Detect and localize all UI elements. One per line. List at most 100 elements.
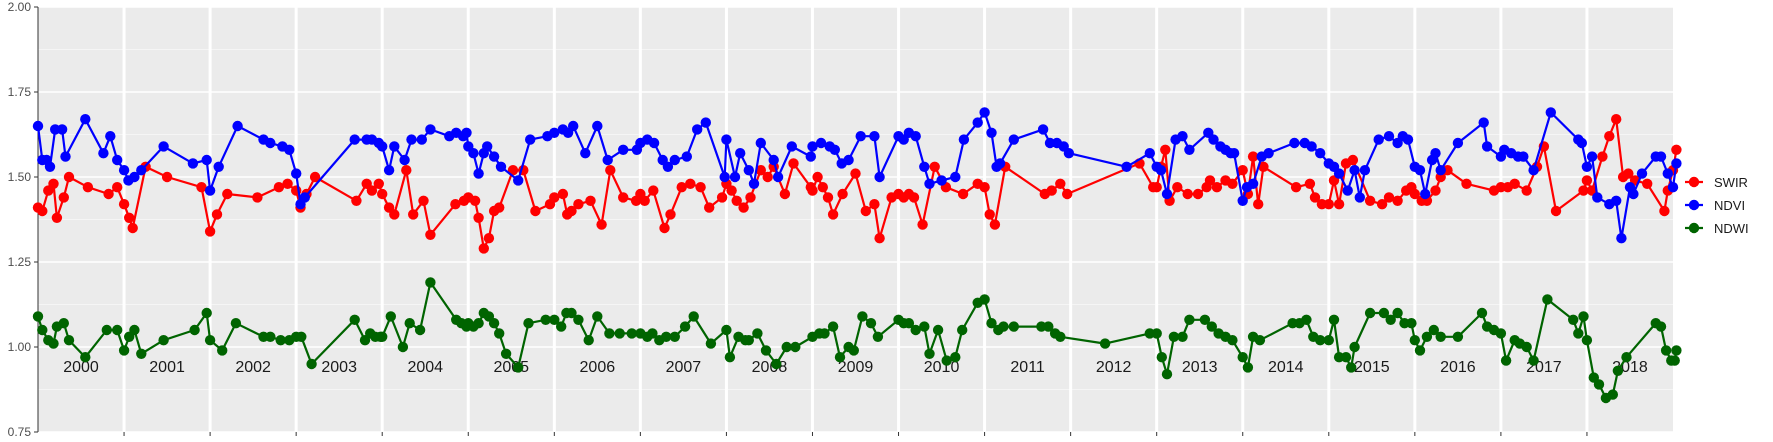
ndwi-point <box>473 318 484 329</box>
legend: SWIR NDVI NDWI <box>1685 175 1749 236</box>
ndvi-point <box>204 185 216 196</box>
swir-point <box>48 178 59 189</box>
ndwi-point <box>1521 341 1532 353</box>
ndwi-point <box>204 335 216 346</box>
swir-point <box>1671 144 1682 155</box>
ndvi-point <box>488 151 500 162</box>
series-ndvi <box>32 107 1682 244</box>
ndwi-point <box>979 294 990 305</box>
swir-point <box>1046 185 1057 196</box>
swir-point <box>929 161 940 172</box>
legend-key-point <box>1688 222 1700 234</box>
ndvi-point <box>232 120 243 132</box>
ndvi-point <box>1414 165 1426 176</box>
ndwi-point <box>647 328 658 339</box>
swir-point <box>51 212 63 223</box>
ndvi-point <box>1144 148 1156 159</box>
swir-point <box>788 158 799 169</box>
ndwi-point <box>101 324 113 336</box>
swir-point <box>1237 165 1248 176</box>
year-label: 2006 <box>580 359 616 376</box>
ndwi-point <box>1199 314 1211 325</box>
ndwi-point <box>275 335 286 346</box>
swir-point <box>1509 178 1520 189</box>
swir-point <box>1409 188 1421 200</box>
swir-point <box>1581 175 1593 186</box>
ndvi-point <box>748 178 760 189</box>
swir-point <box>745 192 756 203</box>
ndvi-point <box>743 165 754 176</box>
swir-point <box>1055 178 1066 189</box>
ndvi-point <box>1008 134 1019 145</box>
swir-point <box>58 192 69 203</box>
y-tick-label: 1.75 <box>8 85 32 99</box>
ndvi-point <box>1420 188 1431 200</box>
ndvi-point <box>1349 165 1360 176</box>
series-swir <box>32 114 1682 254</box>
ndwi-point <box>721 324 732 336</box>
ndvi-point <box>425 124 436 135</box>
ndwi-point <box>573 314 584 325</box>
ndwi-point <box>924 348 935 359</box>
swir-point <box>738 202 749 213</box>
legend-item-ndwi: NDWI <box>1685 221 1749 236</box>
ndwi-point <box>941 355 952 366</box>
year-label: 2009 <box>838 359 874 376</box>
ndvi-point <box>136 165 147 176</box>
ndvi-point <box>1247 178 1259 189</box>
ndvi-point <box>187 158 199 169</box>
ndvi-point <box>786 141 797 152</box>
ndvi-point <box>874 171 885 183</box>
ndvi-point <box>549 127 560 138</box>
ndwi-point <box>349 314 360 325</box>
ndvi-point <box>1611 195 1622 206</box>
swir-point <box>817 182 828 193</box>
ndvi-point <box>118 165 130 176</box>
ndwi-point <box>1452 331 1464 342</box>
ndvi-point <box>1359 165 1371 176</box>
ndwi-point <box>32 311 44 322</box>
ndvi-point <box>1373 134 1384 145</box>
ndwi-point <box>1254 335 1266 346</box>
swir-point <box>827 209 839 220</box>
ndwi-point <box>265 331 276 342</box>
ndvi-point <box>950 171 961 183</box>
year-label: 2001 <box>149 359 185 376</box>
ndwi-point <box>1409 335 1421 346</box>
ndvi-point <box>60 151 71 162</box>
ndvi-point <box>1037 124 1049 135</box>
ndvi-point <box>1383 131 1395 142</box>
ndvi-point <box>399 154 410 166</box>
y-tick-label: 1.25 <box>8 255 32 269</box>
ndwi-point <box>296 331 307 342</box>
ndwi-point <box>1421 331 1433 342</box>
ndvi-point <box>1592 192 1603 203</box>
swir-point <box>1550 205 1562 217</box>
ndvi-point <box>265 137 276 149</box>
swir-point <box>204 226 216 237</box>
series-ndwi <box>32 277 1682 404</box>
ndwi-point <box>1242 362 1254 373</box>
ndwi-point <box>201 307 212 319</box>
ndvi-point <box>416 134 427 145</box>
swir-point <box>507 165 519 176</box>
swir-point <box>1376 199 1388 210</box>
ndwi-point <box>1406 318 1417 329</box>
ndvi-point <box>495 161 507 172</box>
ndvi-point <box>1528 165 1539 176</box>
ndvi-point <box>1237 195 1248 206</box>
swir-point <box>530 205 541 217</box>
swir-point <box>273 182 285 193</box>
ndvi-point <box>406 134 417 145</box>
legend-label-ndwi: NDWI <box>1714 221 1749 236</box>
ndwi-point <box>1612 365 1624 376</box>
swir-point <box>211 209 223 220</box>
ndwi-point <box>556 321 567 332</box>
ndwi-point <box>306 358 317 370</box>
year-label: 2016 <box>1440 359 1476 376</box>
ndwi-point <box>771 358 782 370</box>
swir-point <box>366 185 378 196</box>
ndwi-point <box>669 331 680 342</box>
swir-point <box>1642 178 1653 189</box>
ndvi-point <box>1518 151 1529 162</box>
